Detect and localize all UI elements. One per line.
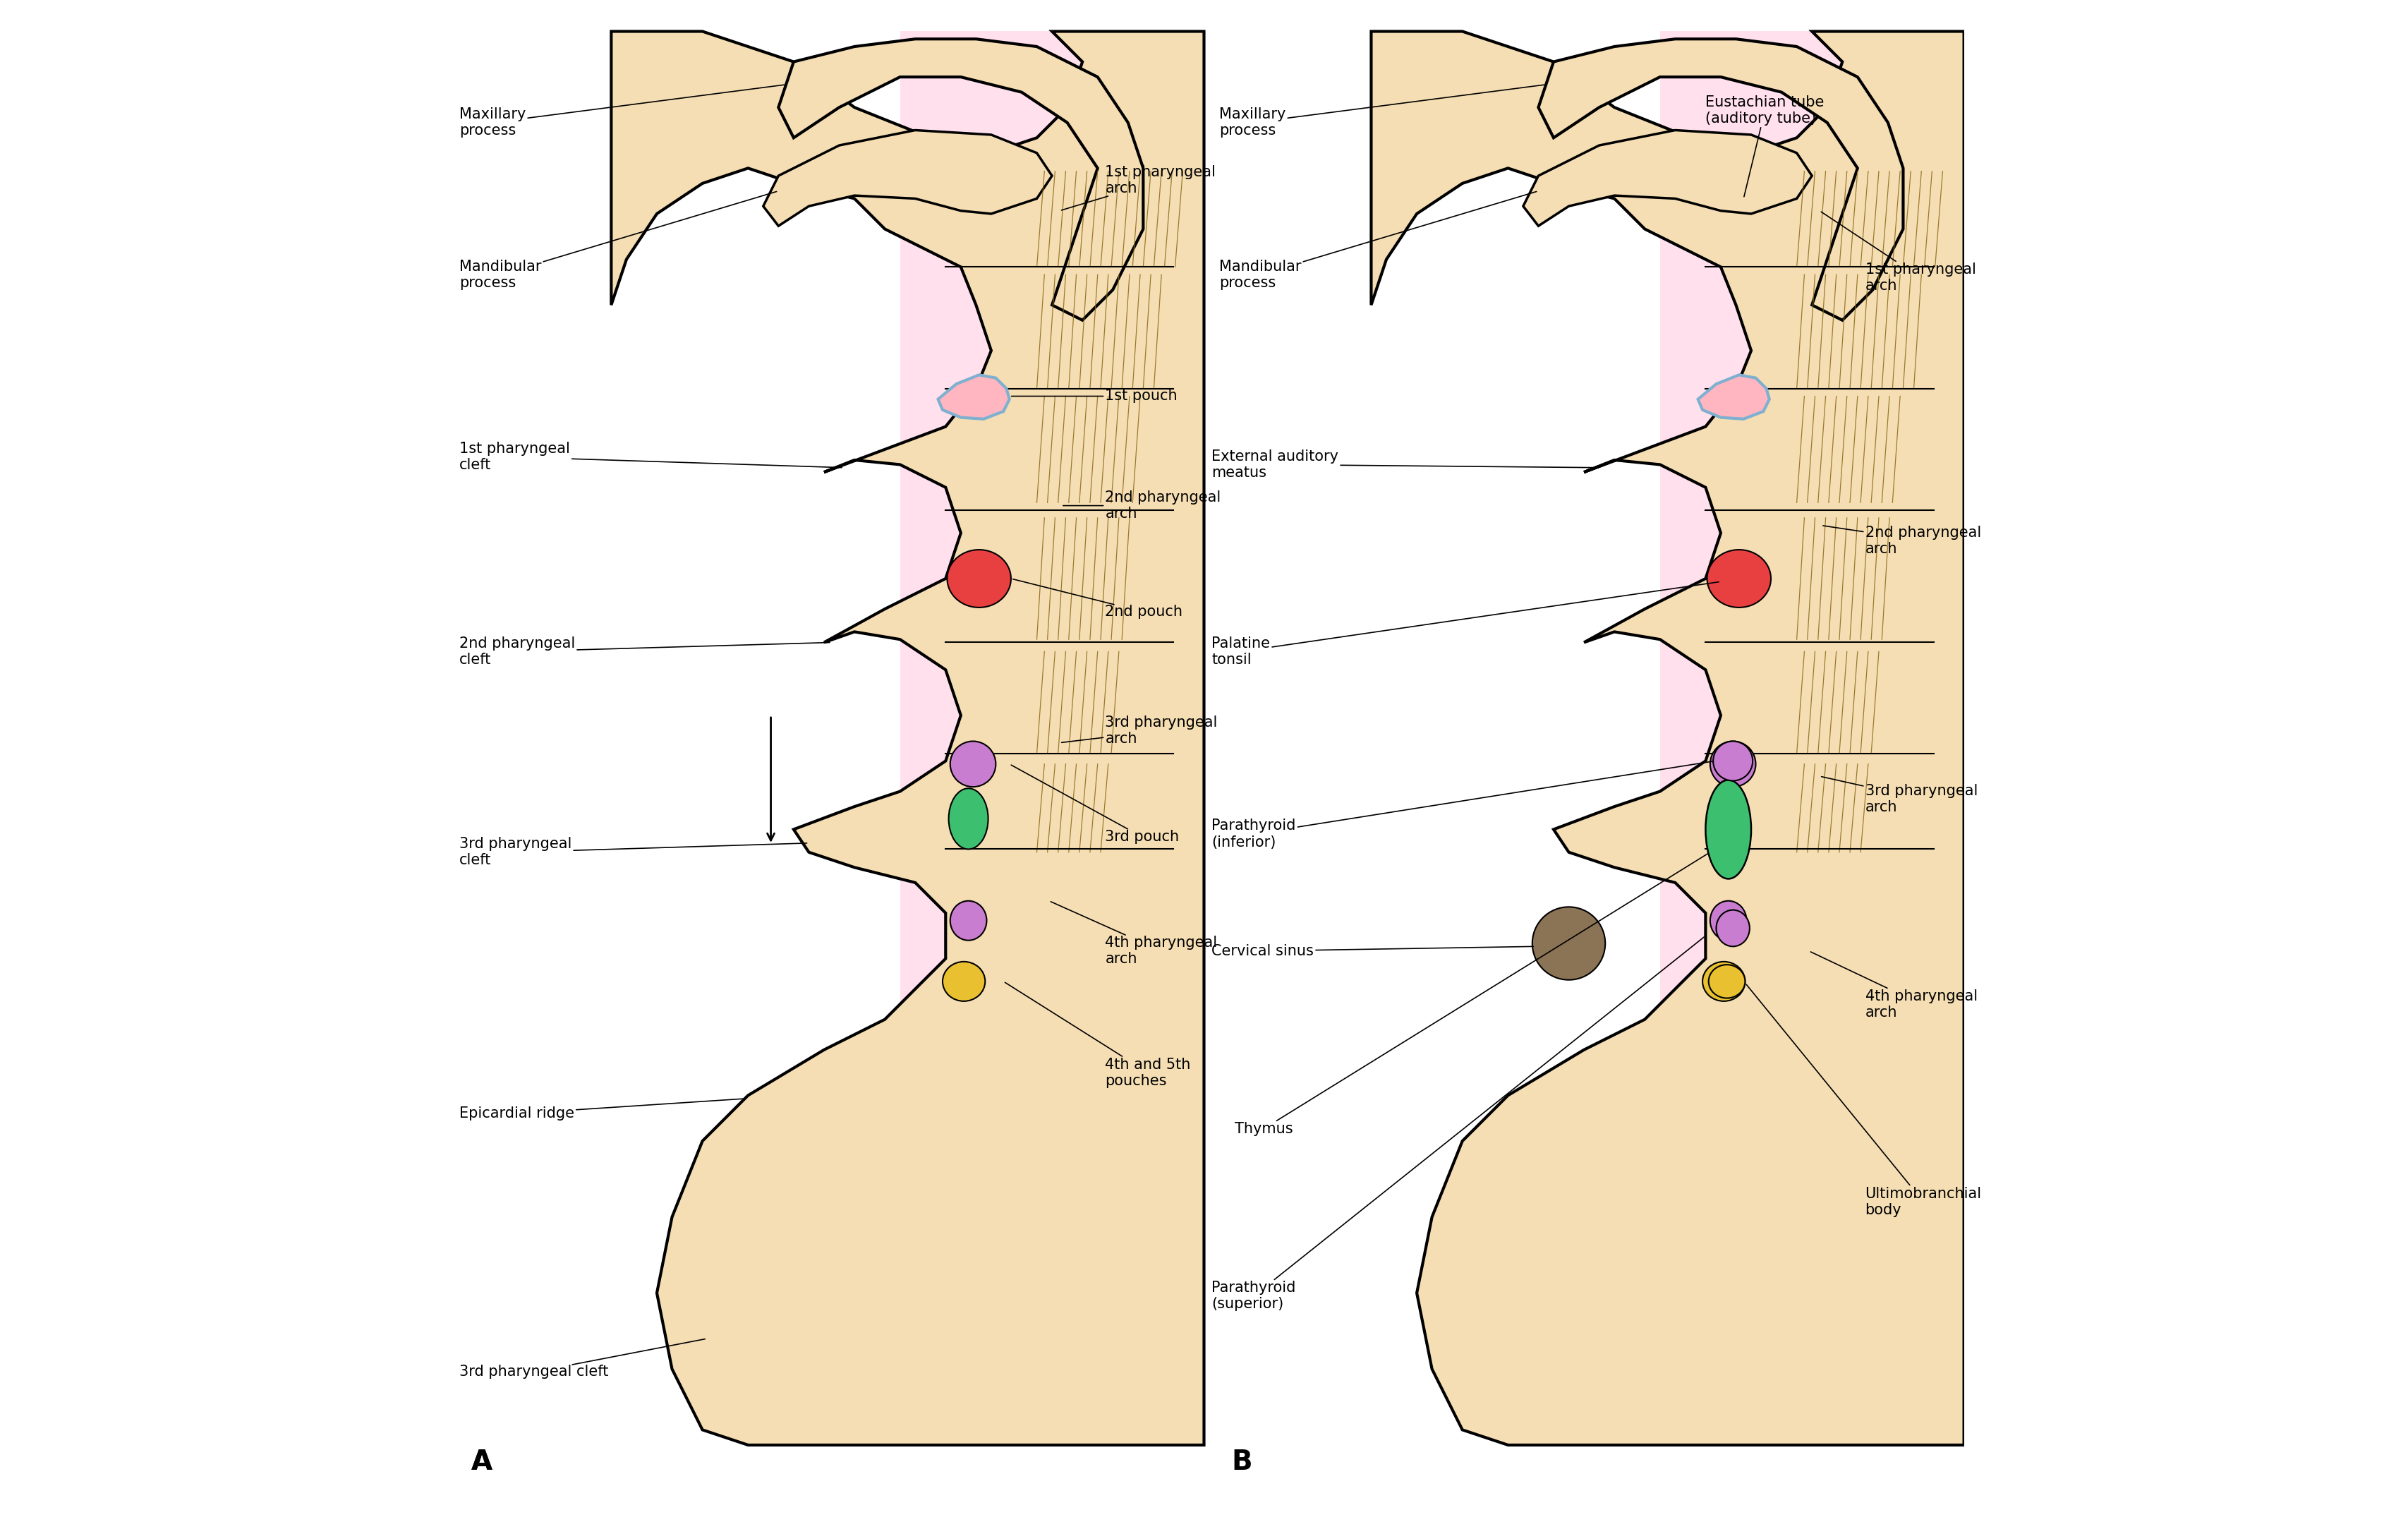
Circle shape [1531,907,1606,980]
Polygon shape [763,131,1052,225]
Ellipse shape [949,788,987,849]
Ellipse shape [1707,549,1770,607]
Text: 4th and 5th
pouches: 4th and 5th pouches [1004,983,1192,1088]
Text: 2nd pouch: 2nd pouch [1014,578,1182,619]
Text: 1st pouch: 1st pouch [1011,390,1178,403]
Text: Eustachian tube
(auditory tube): Eustachian tube (auditory tube) [1705,96,1825,196]
Polygon shape [612,32,1204,1444]
Text: Parathyroid
(superior): Parathyroid (superior) [1211,938,1705,1312]
Text: Palatine
tonsil: Palatine tonsil [1211,581,1719,667]
Text: 4th pharyngeal
arch: 4th pharyngeal arch [1050,901,1218,966]
Polygon shape [778,40,1144,320]
Text: Maxillary
process: Maxillary process [1218,85,1544,139]
Text: B: B [1230,1449,1252,1475]
Text: 3rd pharyngeal
cleft: 3rd pharyngeal cleft [460,837,807,868]
Ellipse shape [1712,741,1753,781]
Text: A: A [472,1449,494,1475]
Text: 1st pharyngeal
arch: 1st pharyngeal arch [1820,212,1977,292]
Ellipse shape [942,962,985,1001]
Ellipse shape [1717,910,1751,947]
Text: 3rd pharyngeal
arch: 3rd pharyngeal arch [1062,715,1218,746]
Text: Parathyroid
(inferior): Parathyroid (inferior) [1211,761,1712,849]
Ellipse shape [946,549,1011,607]
Text: 2nd pharyngeal
arch: 2nd pharyngeal arch [1823,525,1982,556]
Text: 4th pharyngeal
arch: 4th pharyngeal arch [1811,951,1977,1020]
Text: 2nd pharyngeal
cleft: 2nd pharyngeal cleft [460,636,831,667]
Text: Thymus: Thymus [1235,854,1707,1135]
Polygon shape [1539,40,1902,320]
Text: A: A [472,1449,494,1475]
Polygon shape [1370,32,1965,1444]
Text: 1st pharyngeal
arch: 1st pharyngeal arch [1062,164,1216,210]
Polygon shape [1659,32,1965,1444]
Polygon shape [939,374,1009,419]
Ellipse shape [1710,741,1755,787]
Text: External auditory
meatus: External auditory meatus [1211,449,1597,479]
Text: Cervical sinus: Cervical sinus [1211,944,1534,957]
Ellipse shape [1705,779,1751,878]
Text: 3rd pouch: 3rd pouch [1011,766,1180,845]
Ellipse shape [1710,788,1748,849]
Text: Maxillary
process: Maxillary process [460,85,785,139]
Text: Epicardial ridge: Epicardial ridge [460,1099,746,1120]
Ellipse shape [1702,962,1746,1001]
Text: Ultimobranchial
body: Ultimobranchial body [1746,985,1982,1218]
Text: Mandibular
process: Mandibular process [460,192,775,289]
Text: 1st pharyngeal
cleft: 1st pharyngeal cleft [460,441,843,472]
Ellipse shape [951,901,987,941]
Ellipse shape [1710,901,1746,941]
Text: Mandibular
process: Mandibular process [1218,192,1536,289]
Text: 2nd pharyngeal
arch: 2nd pharyngeal arch [1062,490,1221,521]
Text: 3rd pharyngeal cleft: 3rd pharyngeal cleft [460,1339,706,1379]
Polygon shape [1698,374,1770,419]
Text: 3rd pharyngeal
arch: 3rd pharyngeal arch [1820,776,1977,814]
Polygon shape [1524,131,1811,225]
Polygon shape [901,32,1204,1444]
Ellipse shape [951,741,997,787]
Ellipse shape [1710,965,1746,998]
